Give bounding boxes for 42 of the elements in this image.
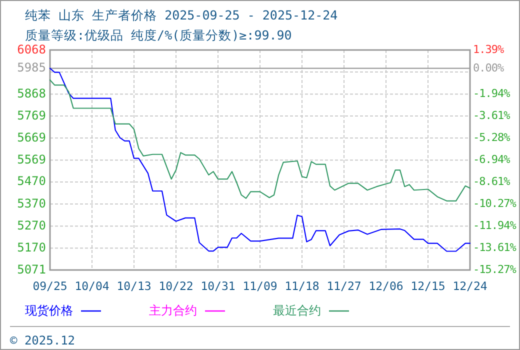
legend-现货价格: 现货价格 (25, 303, 101, 318)
x-tick-label: 12/15 (410, 279, 446, 294)
x-tick-label: 12/06 (368, 279, 404, 294)
y-tick-label: 5669 (17, 130, 46, 144)
y-tick-label: 5868 (17, 86, 46, 100)
y-tick-label: 6068 (17, 42, 46, 56)
y2-tick-label: -8.61% (473, 175, 511, 188)
y-tick-label: 5470 (17, 174, 46, 188)
y2-tick-label: -1.94% (473, 86, 511, 100)
legend-主力合约: 主力合约 (149, 303, 225, 318)
y-tick-label: 5071 (17, 262, 46, 276)
x-tick-label: 11/18 (284, 279, 320, 294)
y2-tick-label: 1.39% (473, 43, 504, 56)
y-tick-label: 5769 (17, 108, 46, 122)
x-tick-label: 11/09 (242, 279, 278, 294)
y2-tick-label: -3.61% (473, 109, 511, 122)
y2-tick-label: -6.94% (473, 153, 511, 166)
legend-label: 现货价格 (25, 303, 73, 318)
x-tick-label: 09/25 (32, 279, 68, 294)
y2-tick-label: 0.00% (473, 61, 504, 74)
x-tick-label: 12/24 (452, 279, 488, 294)
y2-tick-label: -15.27% (473, 263, 517, 276)
y-tick-label: 5170 (17, 240, 46, 254)
chart-subtitle: 质量等级:优级品 纯度/%(质量分数)≥:99.90 (25, 27, 292, 42)
y-tick-label: 5270 (17, 218, 46, 232)
y2-tick-label: -10.27% (473, 196, 517, 210)
x-tick-label: 10/13 (116, 279, 152, 294)
y-tick-label: 5370 (17, 196, 46, 210)
y2-tick-label: -11.94% (473, 219, 517, 232)
x-tick-label: 10/04 (74, 279, 110, 294)
x-tick-label: 10/31 (200, 279, 236, 294)
legend-最近合约: 最近合约 (273, 303, 349, 318)
ref-line-label: 5985 (17, 60, 46, 75)
text: © 2025.12 (10, 333, 76, 348)
y2-tick-label: -13.61% (473, 241, 517, 254)
y2-tick-label: -5.28% (473, 131, 511, 144)
x-tick-label: 11/27 (326, 279, 362, 294)
chart-title: 纯苯 山东 生产者价格 2025-09-25 - 2025-12-24 (25, 7, 338, 22)
x-tick-label: 10/22 (158, 279, 194, 294)
y-tick-label: 5569 (17, 152, 46, 166)
legend-label: 最近合约 (273, 303, 321, 318)
legend-label: 主力合约 (149, 303, 197, 318)
